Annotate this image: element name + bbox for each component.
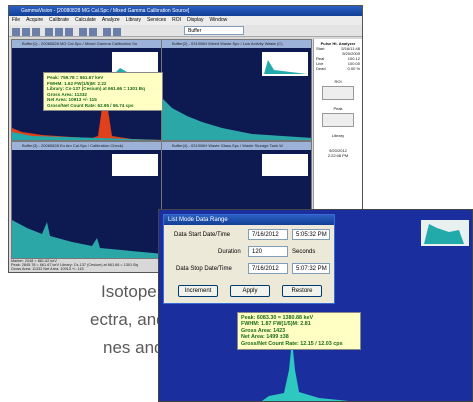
duration-field[interactable]: 120: [248, 246, 288, 257]
button[interactable]: Apply: [230, 285, 270, 297]
window-title: Buffer(4) - 031906H Waste Glass.Spc / Wa…: [162, 142, 311, 150]
button[interactable]: Increment: [178, 285, 218, 297]
spectrum-window: Buffer(2) - 031906H Mixed Waste.Spc / Lo…: [161, 39, 312, 141]
date-field[interactable]: 7/16/2012: [248, 229, 288, 240]
background-text: ectra, and: [90, 310, 166, 329]
info-line: Peak: 6083.30 = 1380.88 keV: [241, 315, 314, 321]
row-value: 5/16/11:48: [341, 46, 360, 51]
dialog: List Mode Data Range Data Start Date/Tim…: [163, 214, 335, 304]
status-line: Peak: 2845.78 = 661.67 keV Library: Cs-1…: [11, 263, 138, 268]
field-label: Data Start Date/Time: [174, 232, 231, 238]
status-line: Gross Area: 11332 Net Area: 10913 +/- 11…: [11, 267, 84, 272]
menu-item[interactable]: Services: [146, 17, 167, 23]
spectrum: [162, 52, 311, 140]
panel-row: Real 100.12: [316, 56, 360, 61]
spectrum: [261, 220, 469, 401]
info-line: Library: Cs-137 (Cesium) at 661.66 = 130…: [47, 86, 145, 91]
menu-item[interactable]: Window: [209, 17, 228, 23]
background-text: Isotope: [101, 282, 157, 301]
toolbar-icons: [12, 28, 121, 36]
panel-button[interactable]: [322, 86, 354, 100]
time-field[interactable]: 5:07:32 PM: [292, 263, 330, 274]
info-line: Gross/Net Count Rate: 62.95 / 56.74 cps: [47, 102, 134, 108]
list-mode-window: List Mode Data Range Data Start Date/Tim…: [158, 209, 473, 402]
status-bar: Marker: 2048 = 881.62 keV Peak: 2845.78 =…: [11, 259, 311, 272]
title-bar: GammaVision - [20080828 MG Cal.Spc / Mix…: [9, 6, 362, 16]
main-window: GammaVision - [20080828 MG Cal.Spc / Mix…: [8, 5, 363, 273]
spectrum-window: Buffer(3) - 20080828 Eu Am Cal.Spc / Cal…: [11, 141, 162, 259]
menu-item[interactable]: Display: [187, 17, 204, 23]
panel-title: Pulse Ht. Analyzer: [320, 41, 356, 46]
info-line: Peak: 759.78 = 661.67 keV: [47, 75, 104, 80]
button[interactable]: Restore: [282, 285, 322, 297]
date-field[interactable]: 7/16/2012: [248, 263, 288, 274]
info-line: Gross Area: 1423: [241, 327, 286, 334]
field-label: Seconds: [292, 249, 316, 255]
panel-label: ROI: [334, 79, 342, 84]
panel-row: Dead 0.00 %: [316, 66, 360, 71]
row-label: Live: [316, 61, 324, 66]
row-label: Dead: [316, 66, 326, 71]
row-value: 0.00 %: [347, 66, 360, 71]
time-field[interactable]: 5:05:32 PM: [292, 229, 330, 240]
menu-bar: File Acquire Calibrate Calculate Analyze Libr…: [9, 16, 362, 25]
panel-date: 9/20/2012: [329, 148, 347, 153]
panel-row: Start 5/16/11:48: [316, 46, 360, 51]
panel-label[interactable]: Library: [331, 133, 345, 138]
panel-row: 9/20/2009: [316, 51, 360, 56]
info-line: Net Area: 10913 +/- 115: [47, 97, 97, 102]
row-value: 100.12: [347, 56, 360, 61]
panel-time: 2:22:08 PM: [327, 153, 349, 158]
dialog-title: List Mode Data Range: [164, 215, 334, 225]
menu-item[interactable]: Acquire: [26, 17, 44, 23]
info-line: Gross/Net Count Rate: 12.15 / 12.03 cps: [241, 340, 343, 347]
spectrum: [12, 154, 161, 258]
menu-item[interactable]: Analyze: [101, 17, 120, 23]
field-label: Duration: [218, 249, 241, 255]
menu-item[interactable]: Calibrate: [49, 17, 70, 23]
window-title: Buffer(1) - 20080828 MG Cal.Spc / Mixed …: [12, 40, 161, 48]
panel-button[interactable]: [322, 113, 354, 127]
menu-item[interactable]: Calculate: [75, 17, 96, 23]
menu-item[interactable]: File: [12, 17, 21, 23]
toolbar: Buffer: [9, 25, 362, 37]
peak-info-box: Peak: 759.78 = 661.67 keV FWHM: 1.62 FW(1…: [43, 72, 163, 111]
field-label: Data Stop Date/Time: [176, 266, 232, 272]
row-value: 100.00: [347, 61, 360, 66]
panel-rows: Start 5/16/11:48 9/20/2009 Real 100.12 Live 10…: [316, 46, 360, 71]
panel-row: Live 100.00: [316, 61, 360, 66]
info-line: FWHM: 1.87 FW(1/5)M: 2.81: [241, 321, 311, 328]
row-label: Start: [316, 46, 325, 51]
window-title: Buffer(3) - 20080828 Eu Am Cal.Spc / Cal…: [12, 142, 161, 150]
status-line: Marker: 2048 = 881.62 keV: [11, 259, 57, 263]
peak-info-box: Peak: 6083.30 = 1380.88 keV FWHM: 1.87 FW…: [237, 312, 361, 351]
menu-item[interactable]: ROI: [172, 17, 182, 23]
window-title: Buffer(2) - 031906H Mixed Waste.Spc / Lo…: [162, 40, 311, 48]
info-line: Gross Area: 11332: [47, 91, 87, 97]
buffer-select[interactable]: Buffer: [184, 26, 244, 35]
info-line: FWHM: 1.62 FW(1/5)M: 2.22: [47, 80, 107, 86]
panel-label: Peak: [333, 106, 343, 111]
row-value: 9/20/2009: [342, 51, 360, 56]
background-text: nes and: [103, 338, 164, 357]
info-line: Net Area: 1499 ±38: [241, 334, 289, 341]
row-label: Real: [316, 56, 325, 61]
menu-item[interactable]: Library: [125, 17, 141, 23]
